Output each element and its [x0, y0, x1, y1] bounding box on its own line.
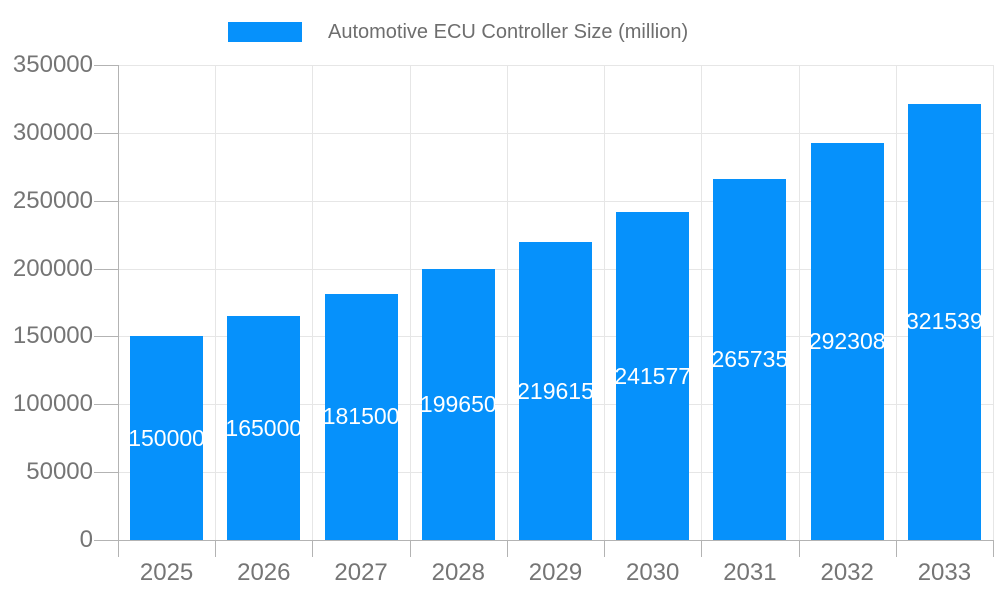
- bar-2028[interactable]: 199650: [421, 269, 495, 540]
- bar-value-label: 241577: [616, 362, 690, 389]
- bar-2033[interactable]: 321539: [907, 103, 981, 540]
- x-gridline: [604, 65, 605, 540]
- x-axis-label-2028: 2028: [431, 559, 485, 586]
- x-axis-label-2030: 2030: [625, 559, 680, 586]
- legend-label: Automotive ECU Controller Size (million): [328, 21, 689, 43]
- bar-2029[interactable]: 219615: [519, 242, 592, 540]
- y-axis-tick: [94, 269, 118, 270]
- x-axis-tick: [701, 540, 702, 557]
- bar-value-label: 265735: [713, 346, 787, 373]
- y-gridline: [118, 201, 993, 202]
- x-axis-tick: [799, 540, 800, 557]
- bar-2025[interactable]: 150000: [130, 336, 204, 540]
- bar-2030[interactable]: 241577: [616, 212, 690, 540]
- x-gridline: [896, 65, 897, 540]
- x-gridline: [993, 65, 994, 540]
- x-axis-tick: [215, 540, 216, 557]
- bar-value-label: 165000: [227, 414, 301, 441]
- x-axis-label-2027: 2027: [334, 559, 388, 586]
- x-axis-tick: [896, 540, 897, 557]
- y-axis-tick: [94, 336, 118, 337]
- y-gridline: [118, 65, 993, 66]
- y-axis-line: [118, 65, 119, 557]
- x-gridline: [799, 65, 800, 540]
- y-gridline: [118, 133, 993, 134]
- y-axis-tick: [94, 472, 118, 473]
- y-axis-tick: [94, 540, 118, 541]
- legend-swatch: [228, 22, 302, 42]
- bar-value-label: 219615: [519, 377, 592, 404]
- x-axis-tick: [507, 540, 508, 557]
- x-axis-tick: [993, 540, 994, 557]
- y-axis-label: 350000: [12, 51, 93, 78]
- chart-legend[interactable]: Automotive ECU Controller Size (million): [228, 21, 688, 43]
- x-axis-label-2029: 2029: [528, 559, 583, 586]
- x-gridline: [215, 65, 216, 540]
- y-axis-tick: [94, 65, 118, 66]
- x-gridline: [312, 65, 313, 540]
- y-axis-tick: [94, 404, 118, 405]
- y-axis-label: 250000: [12, 187, 93, 214]
- x-axis-tick: [410, 540, 411, 557]
- y-axis-label: 150000: [12, 322, 93, 349]
- bar-value-label: 321539: [907, 308, 981, 335]
- y-axis-label: 0: [79, 526, 93, 553]
- x-axis-label-2032: 2032: [820, 559, 874, 586]
- y-axis-label: 50000: [26, 458, 93, 485]
- y-axis-label: 200000: [12, 255, 93, 282]
- y-axis-tick: [94, 133, 118, 134]
- x-gridline: [701, 65, 702, 540]
- bar-2027[interactable]: 181500: [324, 293, 398, 540]
- x-axis-tick: [312, 540, 313, 557]
- x-gridline: [507, 65, 508, 540]
- bar-2031[interactable]: 265735: [713, 179, 787, 540]
- y-axis-label: 300000: [12, 119, 93, 146]
- bar-value-label: 181500: [324, 403, 398, 430]
- x-axis-label-2026: 2026: [237, 559, 291, 586]
- bar-value-label: 292308: [810, 328, 884, 355]
- bar-2026[interactable]: 165000: [227, 316, 301, 540]
- x-axis-label-2025: 2025: [139, 559, 194, 586]
- x-axis-tick: [604, 540, 605, 557]
- y-axis-label: 100000: [12, 390, 93, 417]
- bar-value-label: 199650: [421, 391, 495, 417]
- x-axis-label-2031: 2031: [723, 559, 777, 586]
- x-axis-line: [118, 540, 993, 541]
- y-axis-tick: [94, 201, 118, 202]
- bar-2032[interactable]: 292308: [810, 143, 884, 540]
- bar-value-label: 150000: [130, 424, 204, 451]
- x-axis-label-2033: 2033: [917, 559, 972, 586]
- x-gridline: [410, 65, 411, 540]
